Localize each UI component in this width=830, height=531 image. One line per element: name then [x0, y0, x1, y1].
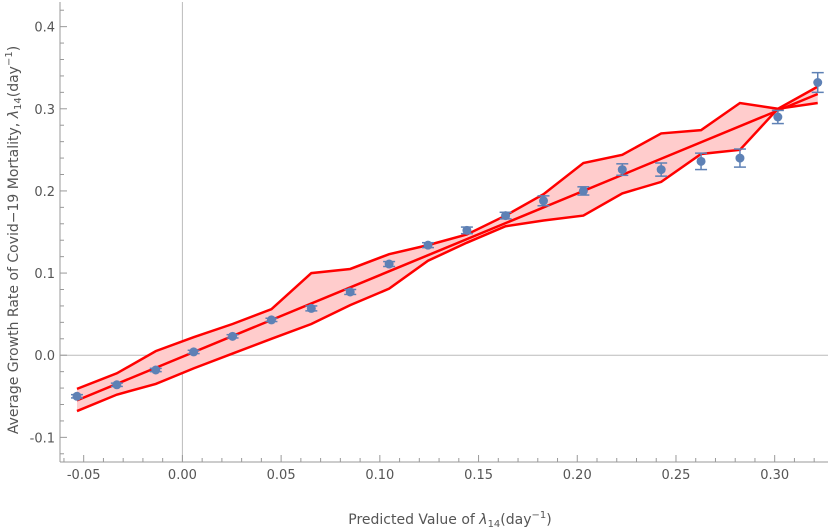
- y-tick-label: 0.0: [34, 349, 55, 364]
- data-point: [112, 380, 122, 390]
- y-tick-label: 0.4: [34, 21, 55, 36]
- data-point: [735, 153, 745, 163]
- x-tick-label: -0.05: [67, 468, 101, 483]
- y-axis-label: Average Growth Rate of Covid−19 Mortalit…: [4, 46, 24, 434]
- x-tick-label: 0.30: [760, 468, 789, 483]
- data-point-group: [771, 109, 784, 125]
- data-point-group: [695, 152, 708, 171]
- data-point: [578, 186, 588, 196]
- data-point: [501, 211, 511, 221]
- data-point-group: [344, 287, 357, 297]
- data-point-group: [70, 391, 83, 401]
- data-point: [813, 78, 823, 87]
- confidence-band: [76, 86, 818, 412]
- x-tick-label: 0.00: [168, 468, 197, 483]
- y-tick-label: 0.3: [34, 103, 55, 118]
- data-point-group: [226, 331, 239, 341]
- band-upper-line: [76, 85, 819, 391]
- data-point: [539, 196, 549, 206]
- y-tick-label: 0.2: [34, 185, 55, 200]
- data-point: [266, 315, 276, 325]
- data-point-group: [110, 380, 123, 390]
- data-point-group: [733, 148, 746, 168]
- data-point: [773, 112, 783, 122]
- data-point-group: [655, 162, 668, 177]
- x-tick-label: 0.05: [267, 468, 296, 483]
- data-point-group: [149, 365, 162, 375]
- fit-line: [76, 92, 819, 402]
- data-point-group: [811, 71, 824, 94]
- data-point-group: [460, 225, 473, 235]
- data-point: [423, 240, 433, 250]
- data-point: [384, 259, 394, 269]
- x-axis-label: Predicted Value of λ14(day−1): [348, 510, 551, 530]
- data-point: [617, 165, 627, 175]
- y-tick-label: 0.1: [34, 267, 55, 282]
- marks: [70, 71, 824, 413]
- x-tick-label: 0.25: [662, 468, 691, 483]
- y-tick-label: -0.1: [30, 431, 55, 446]
- data-point: [306, 303, 316, 313]
- data-point-group: [187, 347, 200, 357]
- data-point: [228, 331, 238, 341]
- axes: -0.05 0.00 0.05 0.10 0.15 0.20 0.25 0.30 -0.1 0.0…: [30, 2, 828, 483]
- data-point-group: [537, 195, 550, 207]
- x-tick-label: 0.10: [365, 468, 394, 483]
- data-point-group: [265, 315, 278, 325]
- x-tick-label: 0.20: [563, 468, 592, 483]
- data-point-group: [383, 259, 396, 269]
- data-point: [345, 287, 355, 297]
- band-lower-line: [76, 101, 818, 413]
- data-point-group: [422, 240, 435, 250]
- data-point: [462, 225, 472, 235]
- data-point: [151, 365, 161, 375]
- data-point: [189, 347, 199, 357]
- data-point-group: [616, 163, 629, 177]
- data-point-group: [305, 303, 318, 313]
- data-point-group: [499, 211, 512, 221]
- data-point: [656, 165, 666, 175]
- x-tick-label: 0.15: [464, 468, 493, 483]
- data-point-group: [577, 186, 590, 196]
- data-point: [72, 391, 82, 401]
- data-point: [696, 156, 706, 166]
